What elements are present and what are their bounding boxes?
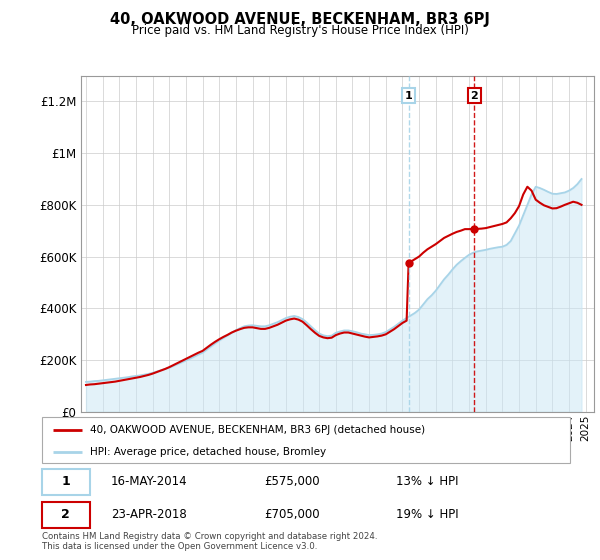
Text: £705,000: £705,000 xyxy=(264,508,319,521)
Text: 40, OAKWOOD AVENUE, BECKENHAM, BR3 6PJ: 40, OAKWOOD AVENUE, BECKENHAM, BR3 6PJ xyxy=(110,12,490,27)
Text: Price paid vs. HM Land Registry's House Price Index (HPI): Price paid vs. HM Land Registry's House … xyxy=(131,24,469,36)
Text: 19% ↓ HPI: 19% ↓ HPI xyxy=(396,508,458,521)
Text: Contains HM Land Registry data © Crown copyright and database right 2024.
This d: Contains HM Land Registry data © Crown c… xyxy=(42,532,377,552)
Text: 1: 1 xyxy=(61,475,70,488)
Text: 1: 1 xyxy=(405,91,412,101)
FancyBboxPatch shape xyxy=(42,469,89,494)
Text: 16-MAY-2014: 16-MAY-2014 xyxy=(110,475,187,488)
Text: 2: 2 xyxy=(470,91,478,101)
Text: HPI: Average price, detached house, Bromley: HPI: Average price, detached house, Brom… xyxy=(89,447,326,456)
Text: 2: 2 xyxy=(61,508,70,521)
Text: 23-APR-2018: 23-APR-2018 xyxy=(110,508,187,521)
Text: £575,000: £575,000 xyxy=(264,475,319,488)
Text: 40, OAKWOOD AVENUE, BECKENHAM, BR3 6PJ (detached house): 40, OAKWOOD AVENUE, BECKENHAM, BR3 6PJ (… xyxy=(89,425,425,435)
Text: 13% ↓ HPI: 13% ↓ HPI xyxy=(396,475,458,488)
FancyBboxPatch shape xyxy=(42,502,89,528)
